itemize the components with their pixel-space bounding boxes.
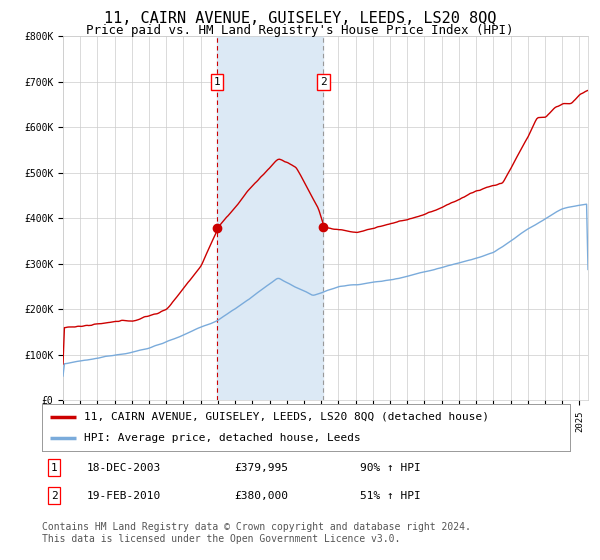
Text: £380,000: £380,000 <box>234 491 288 501</box>
Text: 18-DEC-2003: 18-DEC-2003 <box>87 463 161 473</box>
Text: £379,995: £379,995 <box>234 463 288 473</box>
Text: Price paid vs. HM Land Registry's House Price Index (HPI): Price paid vs. HM Land Registry's House … <box>86 24 514 36</box>
Bar <box>217 36 323 400</box>
Text: 1: 1 <box>214 77 221 87</box>
Text: 11, CAIRN AVENUE, GUISELEY, LEEDS, LS20 8QQ: 11, CAIRN AVENUE, GUISELEY, LEEDS, LS20 … <box>104 11 496 26</box>
Text: Contains HM Land Registry data © Crown copyright and database right 2024.
This d: Contains HM Land Registry data © Crown c… <box>42 522 471 544</box>
Text: 2: 2 <box>320 77 327 87</box>
Text: 19-FEB-2010: 19-FEB-2010 <box>87 491 161 501</box>
Text: 11, CAIRN AVENUE, GUISELEY, LEEDS, LS20 8QQ (detached house): 11, CAIRN AVENUE, GUISELEY, LEEDS, LS20 … <box>84 412 489 422</box>
Text: 51% ↑ HPI: 51% ↑ HPI <box>360 491 421 501</box>
Text: 90% ↑ HPI: 90% ↑ HPI <box>360 463 421 473</box>
Text: 1: 1 <box>50 463 58 473</box>
Text: HPI: Average price, detached house, Leeds: HPI: Average price, detached house, Leed… <box>84 433 361 444</box>
Text: 2: 2 <box>50 491 58 501</box>
